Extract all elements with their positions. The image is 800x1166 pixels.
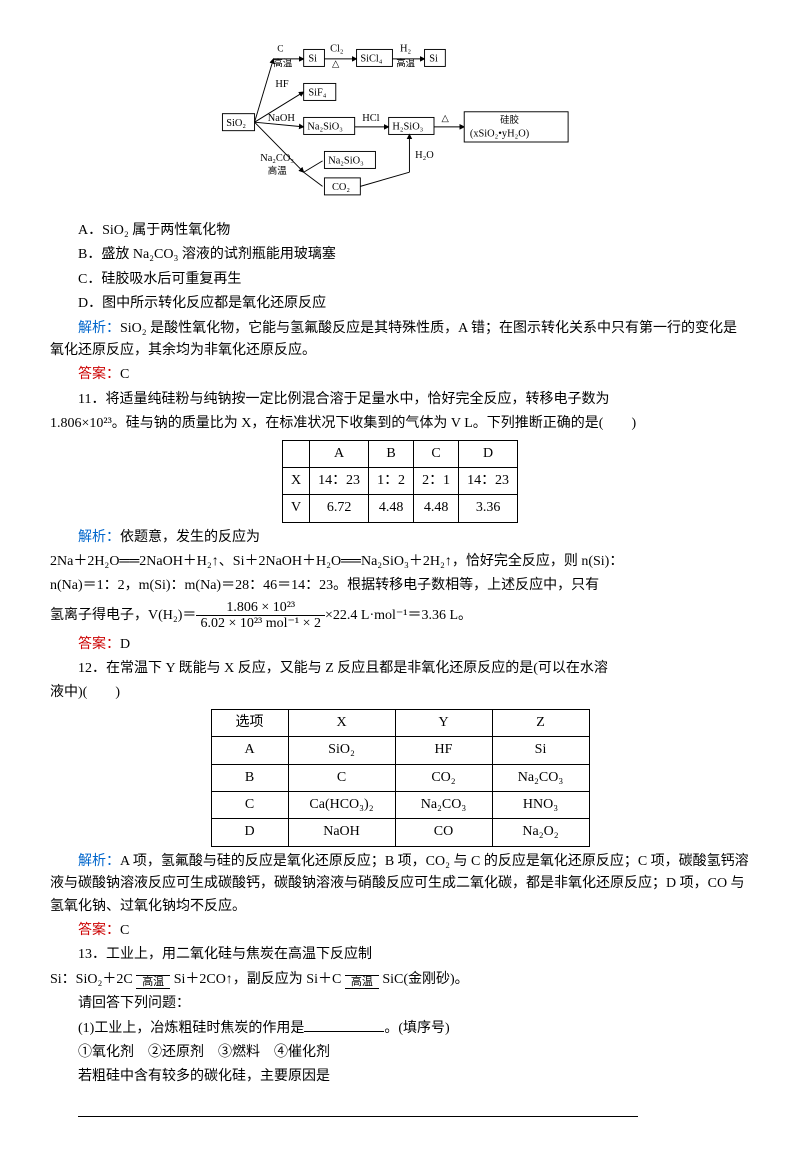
svg-text:HCl: HCl (362, 113, 379, 124)
answer-1: 答案：C (50, 364, 750, 386)
answer-2: 答案：D (50, 634, 750, 656)
svg-text:(xSiO₂•yH₂O): (xSiO₂•yH₂O) (470, 128, 529, 139)
svg-text:Na₂SiO₃: Na₂SiO₃ (307, 122, 343, 133)
svg-text:H₂: H₂ (400, 43, 411, 54)
analysis-2-lead: 解析：依题意，发生的反应为 (50, 527, 750, 549)
option-c: C．硅胶吸水后可重复再生 (50, 269, 750, 291)
option-a: A．SiO₂ 属于两性氧化物 (50, 220, 750, 242)
si-flowchart: .bx{fill:#fff;stroke:#000;stroke-width:1… (220, 40, 580, 210)
option-d: D．图中所示转化反应都是氧化还原反应 (50, 293, 750, 315)
q13-sub1-opts: ①氧化剂 ②还原剂 ③燃料 ④催化剂 (50, 1042, 750, 1064)
q11-line1: 11．将适量纯硅粉与纯钠按一定比例混合溶于足量水中，恰好完全反应，转移电子数为 (50, 389, 750, 411)
svg-text:SiO₂: SiO₂ (226, 118, 246, 129)
svg-text:硅胶: 硅胶 (500, 114, 519, 126)
q12-line2: 液中)( ) (50, 682, 750, 704)
q13-sub1: (1)工业上，冶炼粗硅时焦炭的作用是。(填序号) (50, 1018, 750, 1040)
table-q11: ABCD X14：231：22：114：23 V6.724.484.483.36 (282, 440, 518, 523)
q11-line2: 1.806×10²³。硅与钠的质量比为 X，在标准状况下收集到的气体为 V L。… (50, 413, 750, 435)
q12-line1: 12．在常温下 Y 既能与 X 反应，又能与 Z 反应且都是非氧化还原反应的是(… (50, 658, 750, 680)
svg-text:CO₂: CO₂ (332, 182, 350, 193)
svg-text:高温: 高温 (268, 165, 287, 177)
analysis-3: 解析：A 项，氢氟酸与硅的反应是氧化还原反应；B 项，CO₂ 与 C 的反应是氧… (50, 851, 750, 918)
q13-sub2: 若粗硅中含有较多的碳化硅，主要原因是 (50, 1066, 750, 1088)
svg-text:Na₂SiO₃: Na₂SiO₃ (328, 156, 364, 167)
q13-eq: Si：SiO₂＋2C 高温 Si＋2CO↑，副反应为 Si＋C 高温 SiC(金… (50, 969, 750, 991)
table-q12: 选项XYZ ASiO₂HFSi BCCO₂Na₂CO₃ CCa(HCO₃)₂Na… (211, 709, 590, 847)
blank-line (78, 1097, 638, 1118)
svg-text:NaOH: NaOH (268, 113, 296, 124)
eq11a: 2Na＋2H₂O══2NaOH＋H₂↑、Si＋2NaOH＋H₂O══Na₂SiO… (50, 551, 750, 573)
svg-text:H₂SiO₃: H₂SiO₃ (392, 122, 423, 133)
svg-text:C: C (277, 44, 283, 54)
svg-text:Cl₂: Cl₂ (330, 43, 344, 54)
svg-text:SiF₄: SiF₄ (308, 88, 326, 99)
eq11c: 氢离子得电子，V(H₂)＝1.806 × 10²³6.02 × 10²³ mol… (50, 600, 750, 632)
svg-text:Si: Si (308, 54, 317, 65)
option-b: B．盛放 Na₂CO₃ 溶液的试剂瓶能用玻璃塞 (50, 244, 750, 266)
svg-text:△: △ (332, 59, 339, 69)
answer-3: 答案：C (50, 920, 750, 942)
svg-text:H₂O: H₂O (415, 150, 434, 161)
svg-text:Na₂CO₃: Na₂CO₃ (260, 153, 294, 164)
svg-text:HF: HF (275, 79, 288, 90)
svg-text:SiCl₄: SiCl₄ (360, 54, 382, 65)
q13-line1: 13．工业上，用二氧化硅与焦炭在高温下反应制 (50, 944, 750, 966)
q13-line2: 请回答下列问题： (50, 993, 750, 1015)
svg-text:△: △ (442, 114, 449, 124)
analysis-1: 解析：SiO₂ 是酸性氧化物，它能与氢氟酸反应是其特殊性质，A 错；在图示转化关… (50, 318, 750, 363)
svg-text:Si: Si (429, 54, 438, 65)
eq11b: n(Na)＝1：2，m(Si)：m(Na)＝28：46＝14：23。根据转移电子… (50, 575, 750, 597)
